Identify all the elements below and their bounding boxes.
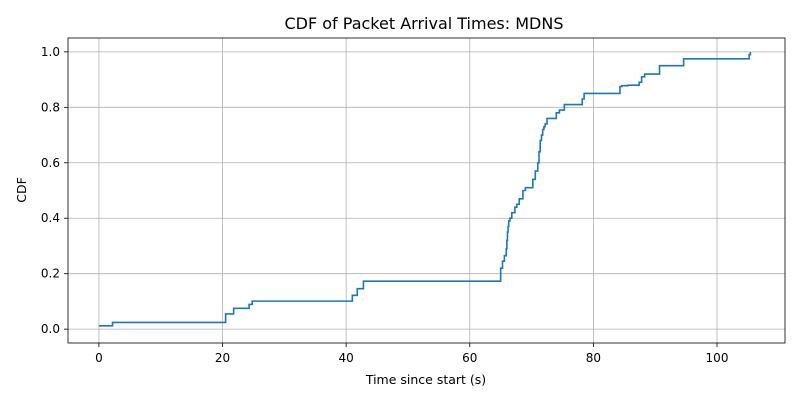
cdf-step-line xyxy=(98,51,752,327)
x-tick-label: 20 xyxy=(215,351,230,365)
y-tick-label: 0.0 xyxy=(41,322,60,336)
y-tick-label: 0.8 xyxy=(41,100,60,114)
x-tick-label: 0 xyxy=(95,351,103,365)
y-tick-label: 0.6 xyxy=(41,156,60,170)
x-tick-label: 100 xyxy=(706,351,729,365)
x-tick-label: 60 xyxy=(462,351,477,365)
x-axis-label: Time since start (s) xyxy=(365,372,486,387)
y-tick-label: 1.0 xyxy=(41,45,60,59)
x-tick-label: 80 xyxy=(586,351,601,365)
y-tick-label: 0.4 xyxy=(41,211,60,225)
ticks: 0 20 40 60 80 100 0.0 0.2 0.4 0.6 0.8 1.0 xyxy=(41,45,729,365)
x-tick-label: 40 xyxy=(339,351,354,365)
y-tick-label: 0.2 xyxy=(41,267,60,281)
chart-title: CDF of Packet Arrival Times: MDNS xyxy=(284,14,563,33)
y-axis-label: CDF xyxy=(14,177,29,203)
axes-frame xyxy=(67,37,786,344)
grid xyxy=(68,38,785,343)
plot-area xyxy=(98,51,752,327)
